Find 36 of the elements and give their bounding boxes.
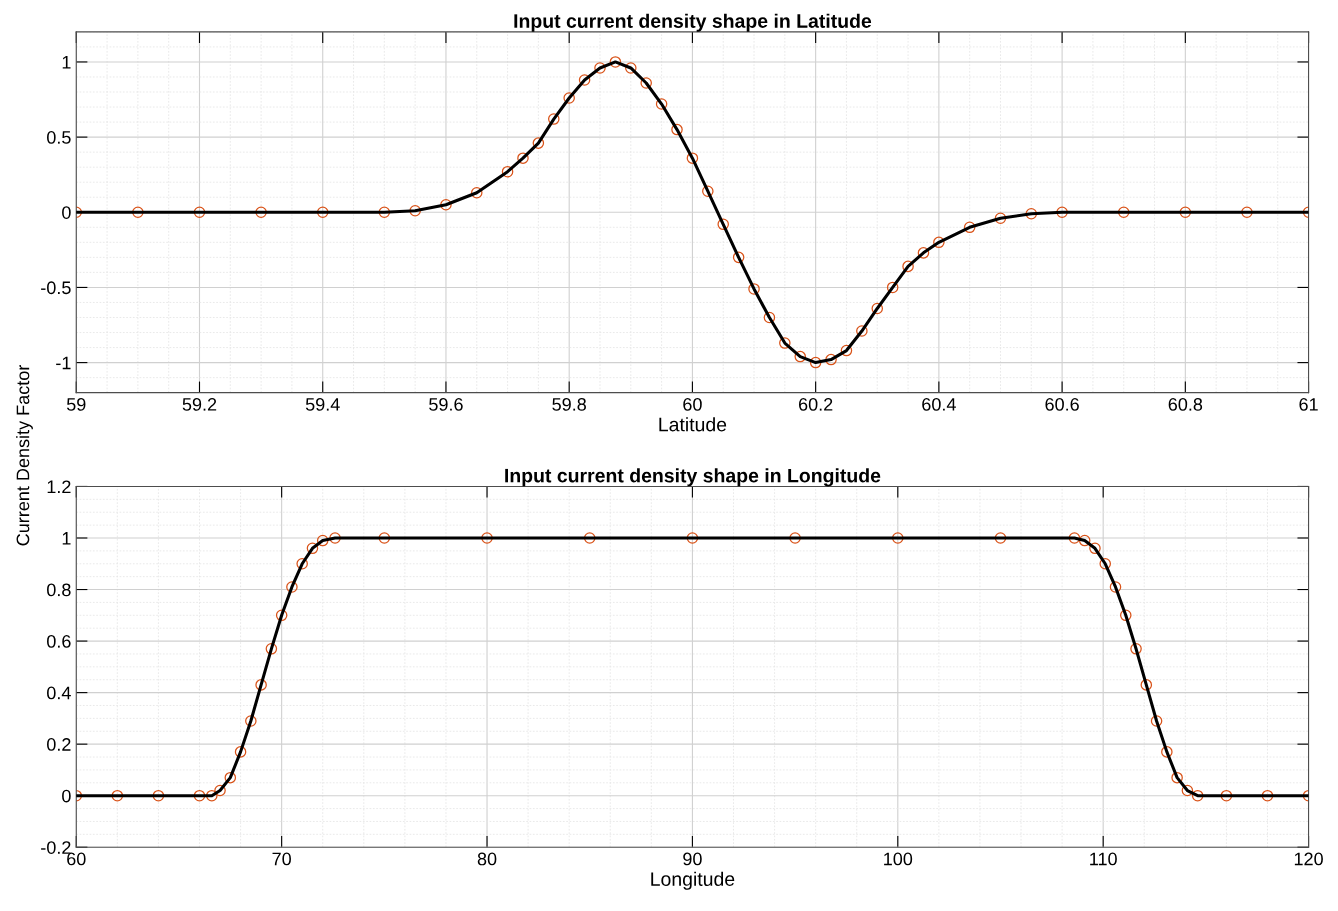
x-tick-label: 100 [884,852,913,866]
y-tick-label: -1 [56,356,71,370]
y-tick-label: 0.6 [47,635,71,648]
y-tick-label: 0 [62,789,71,803]
y-tick-label: 1 [62,56,71,69]
chart-title: Input current density shape in Latitude [514,13,872,32]
y-axis-title: Current Density Factor [16,364,33,546]
x-tick-label: 70 [272,852,291,866]
y-tick-label: -0.2 [41,841,71,854]
y-tick-label: 0.2 [47,738,71,751]
x-axis-title: Longitude [651,871,735,890]
y-tick-label: -0.5 [41,281,71,295]
x-tick-label: 80 [477,852,497,866]
chart-title: Input current density shape in Longitude [505,468,881,487]
x-axis-title: Latitude [659,417,727,432]
x-tick-label: 60.2 [798,397,833,411]
x-tick-label: 60.6 [1045,397,1079,411]
x-tick-label: 120 [1294,852,1323,866]
x-tick-label: 59.2 [182,397,217,411]
y-tick-label: 1 [62,532,71,545]
x-tick-label: 60 [683,397,702,411]
y-tick-label: 1.2 [47,480,71,493]
x-tick-label: 61 [1299,397,1318,411]
x-tick-label: 60 [67,852,86,866]
y-tick-label: 0.5 [47,131,71,144]
x-tick-label: 59.6 [429,397,463,411]
x-tick-label: 59.8 [552,397,586,411]
y-tick-label: 0.4 [47,686,71,700]
x-tick-label: 59.4 [305,397,340,411]
x-tick-label: 60.8 [1168,397,1203,411]
y-tick-label: 0 [62,206,71,219]
x-tick-label: 110 [1090,852,1117,866]
x-tick-label: 90 [683,852,702,866]
x-tick-label: 59 [66,397,86,411]
y-tick-label: 0.8 [47,583,71,597]
x-tick-label: 60.4 [922,397,956,411]
